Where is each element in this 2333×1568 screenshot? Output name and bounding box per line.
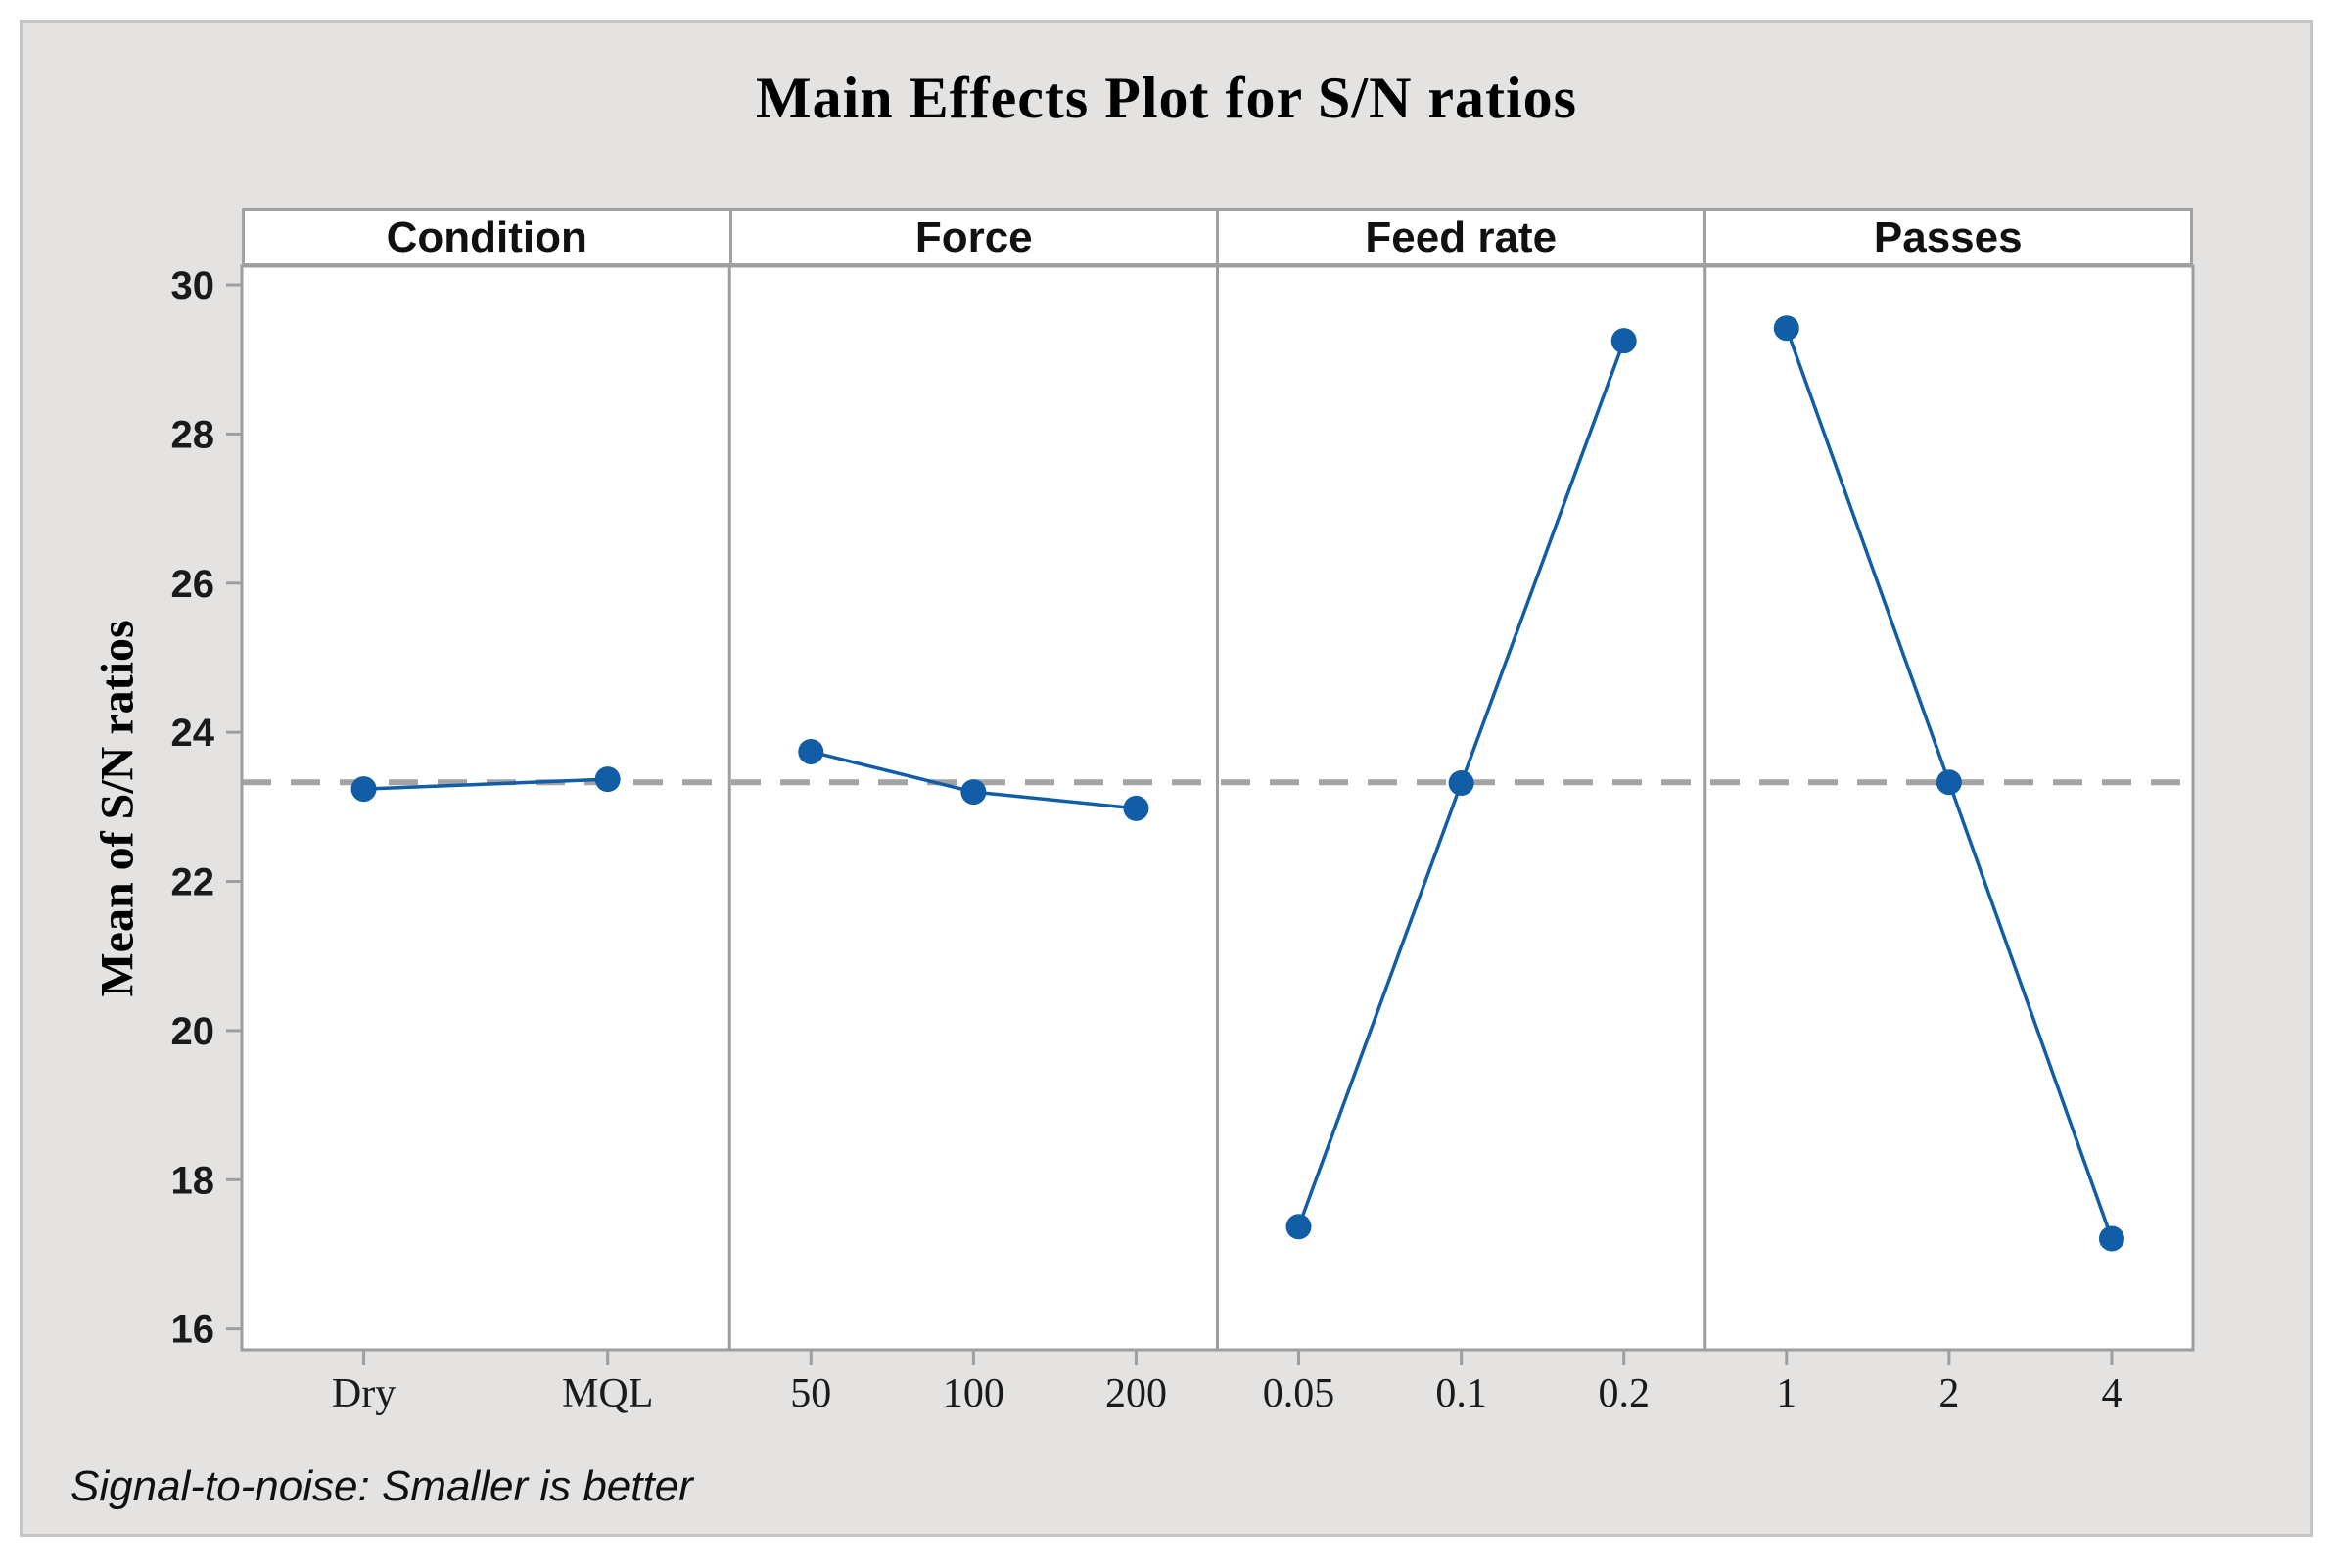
x-tick-label: Dry (332, 1371, 396, 1416)
x-tick-label: 50 (790, 1371, 831, 1416)
x-tick-label: 0.1 (1435, 1371, 1487, 1416)
y-tick-label: 20 (171, 1010, 215, 1053)
x-tick-label: 100 (943, 1371, 1004, 1416)
y-tick-label: 24 (171, 712, 215, 755)
data-point (1610, 328, 1637, 354)
data-point (960, 779, 987, 806)
y-tick-label: 26 (171, 563, 215, 606)
x-tick-label: 1 (1776, 1371, 1796, 1416)
panel-header-passes: Passes (1873, 212, 2023, 261)
x-tick-label: MQL (562, 1371, 653, 1416)
plot-border (240, 264, 2195, 1352)
signal-to-noise-footnote: Signal-to-noise: Smaller is better (70, 1462, 693, 1510)
data-point (2098, 1225, 2124, 1252)
data-point (594, 766, 621, 793)
x-tick-label: 0.05 (1263, 1371, 1335, 1416)
panel-headers-row: Condition Force Feed rate Passes (242, 208, 2193, 266)
series-line (363, 777, 608, 791)
data-point (1285, 1214, 1312, 1240)
data-point (1773, 315, 1799, 342)
data-point (798, 738, 824, 764)
data-point (1123, 795, 1149, 821)
data-point (1936, 769, 1962, 796)
panel-header-condition: Condition (245, 211, 732, 263)
chart-title: Main Effects Plot for S/N ratios (755, 66, 1578, 130)
y-tick-label: 22 (171, 861, 215, 904)
panel-header-force: Force (732, 211, 1219, 263)
x-tick-label: 2 (1938, 1371, 1959, 1416)
data-point (1448, 769, 1474, 796)
y-tick-label: 18 (171, 1159, 215, 1202)
x-tick-label: 4 (2101, 1371, 2122, 1416)
y-tick-label: 28 (171, 413, 215, 456)
data-point (350, 776, 377, 803)
y-tick-label: 30 (171, 264, 215, 307)
x-tick-label: 0.2 (1598, 1371, 1650, 1416)
panel-header-feed-rate: Feed rate (1219, 211, 1706, 263)
y-tick-label: 16 (171, 1309, 215, 1352)
x-tick-label: 200 (1105, 1371, 1167, 1416)
y-axis-title: Mean of S/N ratios (91, 620, 144, 997)
